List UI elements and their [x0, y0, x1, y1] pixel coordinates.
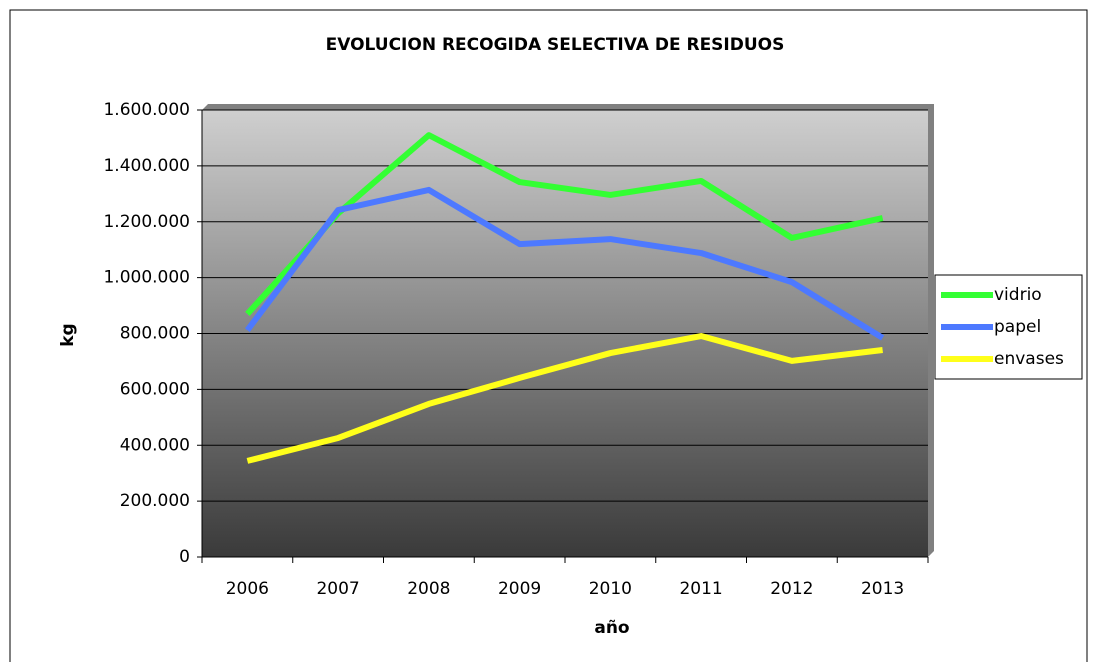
- y-tick-label: 1.600.000: [103, 100, 190, 120]
- x-tick-label: 2010: [589, 579, 632, 599]
- series-line: [245, 132, 884, 316]
- y-tick-label: 200.000: [120, 491, 190, 511]
- y-tick-label: 1.000.000: [103, 268, 190, 288]
- x-tick-label: 2007: [316, 579, 359, 599]
- y-tick-label: 1.200.000: [103, 212, 190, 232]
- x-tick-label: 2009: [498, 579, 541, 599]
- y-axis-label: kg: [58, 323, 78, 346]
- y-tick-label: 0: [179, 547, 190, 567]
- legend-label: papel: [994, 317, 1041, 337]
- series-line: [246, 333, 883, 464]
- x-axis-label: año: [594, 618, 629, 638]
- y-tick-label: 800.000: [120, 324, 190, 344]
- x-tick-label: 2013: [861, 579, 904, 599]
- chart-title: EVOLUCION RECOGIDA SELECTIVA DE RESIDUOS: [326, 35, 785, 55]
- x-tick-label: 2006: [226, 579, 269, 599]
- legend-label: vidrio: [994, 285, 1042, 305]
- y-tick-label: 400.000: [120, 435, 190, 455]
- y-tick-label: 1.400.000: [103, 156, 190, 176]
- x-tick-label: 2008: [407, 579, 450, 599]
- x-tick-label: 2011: [679, 579, 722, 599]
- legend-label: envases: [994, 349, 1064, 369]
- x-tick-label: 2012: [770, 579, 813, 599]
- series-line: [244, 186, 885, 341]
- y-tick-label: 600.000: [120, 379, 190, 399]
